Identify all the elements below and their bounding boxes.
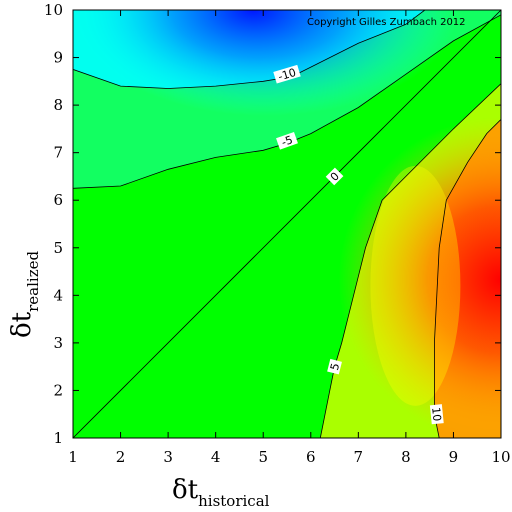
contour-label: -10 (277, 66, 298, 84)
contour-line (73, 10, 501, 438)
axis-ticks: 1 2 3 4 5 6 7 8 9 10 1 2 3 4 5 6 7 8 9 10 (44, 1, 511, 466)
x-axis-label-main: δt (172, 475, 199, 505)
contour-line (319, 83, 501, 438)
y-axis-label: δtrealized (7, 251, 42, 338)
x-tick-label: 5 (258, 448, 268, 466)
x-tick-label: 2 (116, 448, 126, 466)
contour-label-group: 0 (325, 167, 344, 186)
y-axis-label-main: δt (7, 311, 37, 338)
x-tick-label: 4 (211, 448, 221, 466)
contour-label-box (325, 167, 344, 186)
contour-label: 10 (429, 407, 443, 422)
y-tick-label: 5 (53, 239, 63, 257)
x-axis-label-sub: historical (198, 492, 270, 510)
contour-label-group: -5 (276, 131, 298, 150)
y-tick-label: 8 (53, 96, 63, 114)
heat-haze-yellow (370, 165, 461, 406)
contour-label-group: 10 (429, 404, 444, 425)
copyright-annotation: Copyright Gilles Zumbach 2012 (307, 17, 466, 28)
contour-labels: -10 -5 0 5 10 (273, 64, 444, 425)
y-tick-label: 3 (53, 334, 63, 352)
contour-label-box (327, 358, 342, 375)
contour-label-group: -10 (273, 64, 301, 84)
y-tick-label: 2 (53, 381, 63, 399)
x-tick-label: 6 (306, 448, 316, 466)
y-tick-label: 1 (53, 429, 63, 447)
contour-line (434, 119, 501, 438)
x-tick-label: 1 (68, 448, 78, 466)
x-axis-label: δthistorical (172, 475, 270, 510)
y-tick-label: 10 (44, 1, 63, 19)
y-tick-label: 7 (53, 144, 63, 162)
contour-label-box (273, 64, 301, 84)
contour-label-box (276, 131, 298, 150)
y-axis-label-sub: realized (24, 251, 42, 312)
y-tick-label: 6 (53, 191, 63, 209)
x-tick-label: 8 (401, 448, 411, 466)
y-tick-label: 9 (53, 49, 63, 67)
contour-label: -5 (280, 133, 295, 149)
x-tick-label: 7 (354, 448, 364, 466)
x-tick-label: 9 (449, 448, 459, 466)
x-tick-label: 10 (491, 448, 510, 466)
y-tick-label: 4 (53, 286, 63, 304)
contour-label-box (429, 404, 444, 425)
contour-label: 5 (328, 362, 342, 372)
plot-frame (72, 9, 502, 439)
x-tick-label: 3 (163, 448, 173, 466)
contour-label-group: 5 (327, 358, 342, 375)
